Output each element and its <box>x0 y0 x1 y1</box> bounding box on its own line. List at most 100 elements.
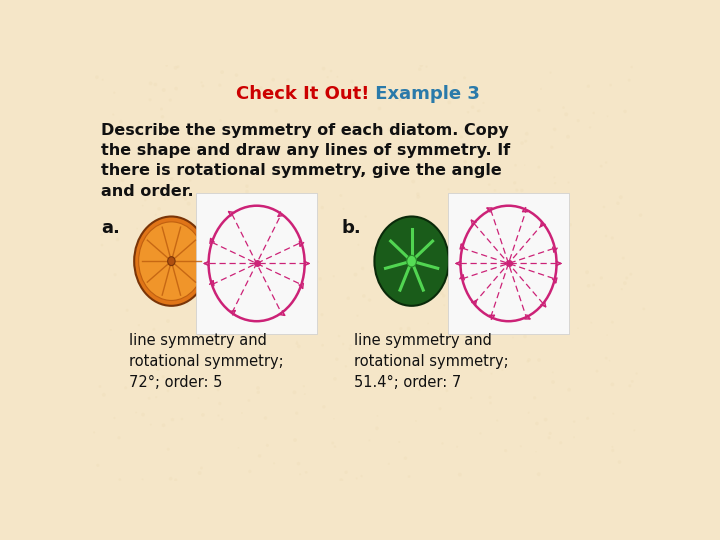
Point <box>588 281 600 289</box>
Point <box>258 138 269 147</box>
Point <box>176 359 188 368</box>
Point <box>444 98 455 107</box>
Point <box>120 383 131 392</box>
Point <box>267 76 279 84</box>
Point <box>559 310 570 319</box>
Point <box>230 71 242 79</box>
Point <box>169 353 181 361</box>
Point <box>348 119 360 128</box>
Point <box>383 460 395 468</box>
Point <box>410 417 422 426</box>
Point <box>500 446 511 455</box>
Point <box>625 270 636 279</box>
Point <box>533 470 544 478</box>
Point <box>105 326 117 334</box>
Point <box>165 96 176 104</box>
Point <box>478 99 490 107</box>
Point <box>416 226 428 234</box>
Point <box>474 429 486 438</box>
Point <box>329 375 341 383</box>
Point <box>150 211 161 219</box>
Point <box>158 372 169 381</box>
Point <box>94 382 106 391</box>
Point <box>96 241 108 249</box>
Point <box>516 186 528 194</box>
Point <box>412 190 423 198</box>
Point <box>287 306 299 314</box>
Point <box>145 420 157 429</box>
Point <box>96 230 107 239</box>
Point <box>184 176 196 185</box>
Point <box>291 409 302 417</box>
Point <box>485 393 496 402</box>
Point <box>353 240 364 249</box>
Point <box>304 224 315 232</box>
Point <box>462 108 474 117</box>
Point <box>214 399 225 408</box>
Point <box>296 294 307 303</box>
Point <box>258 141 270 150</box>
Point <box>400 161 411 170</box>
Point <box>141 285 153 294</box>
Point <box>233 243 245 252</box>
Point <box>467 103 478 111</box>
Point <box>267 138 279 146</box>
Point <box>246 201 258 210</box>
Point <box>329 442 341 451</box>
Point <box>396 330 408 339</box>
Point <box>510 198 522 207</box>
Point <box>253 388 264 396</box>
Point <box>544 434 555 442</box>
Point <box>328 272 339 280</box>
Point <box>325 66 337 75</box>
Bar <box>448 193 569 334</box>
Point <box>414 352 426 361</box>
Point <box>440 151 451 159</box>
Point <box>366 244 378 252</box>
Point <box>455 132 467 141</box>
Point <box>600 232 612 240</box>
Point <box>249 129 261 138</box>
Text: line symmetry and
rotational symmetry;
72°; order: 5: line symmetry and rotational symmetry; 7… <box>129 333 284 390</box>
Point <box>159 194 171 203</box>
Point <box>167 415 179 424</box>
Point <box>528 264 539 273</box>
Point <box>162 387 174 395</box>
Point <box>212 411 224 420</box>
Point <box>332 72 343 81</box>
Point <box>606 234 618 242</box>
Point <box>438 301 450 309</box>
Point <box>502 202 513 211</box>
Point <box>171 84 182 93</box>
Point <box>598 202 610 211</box>
Point <box>138 266 150 274</box>
Point <box>403 325 415 333</box>
Point <box>297 192 308 200</box>
Point <box>364 436 375 445</box>
Point <box>214 81 225 90</box>
Point <box>170 476 181 484</box>
Point <box>291 338 302 346</box>
Point <box>532 306 544 315</box>
Point <box>380 158 392 167</box>
Point <box>393 352 405 360</box>
Point <box>472 291 483 299</box>
Point <box>261 441 273 450</box>
Point <box>465 83 477 92</box>
Point <box>533 163 544 171</box>
Point <box>122 306 133 315</box>
Point <box>331 355 343 363</box>
Point <box>529 394 541 402</box>
Point <box>582 281 594 290</box>
Point <box>559 212 571 221</box>
Point <box>523 408 534 417</box>
Point <box>562 132 574 141</box>
Point <box>452 264 464 273</box>
Point <box>137 475 148 484</box>
Point <box>174 299 186 307</box>
Point <box>236 409 248 417</box>
Text: a.: a. <box>101 219 120 237</box>
Point <box>437 439 449 448</box>
Point <box>520 249 531 258</box>
Point <box>358 292 369 300</box>
